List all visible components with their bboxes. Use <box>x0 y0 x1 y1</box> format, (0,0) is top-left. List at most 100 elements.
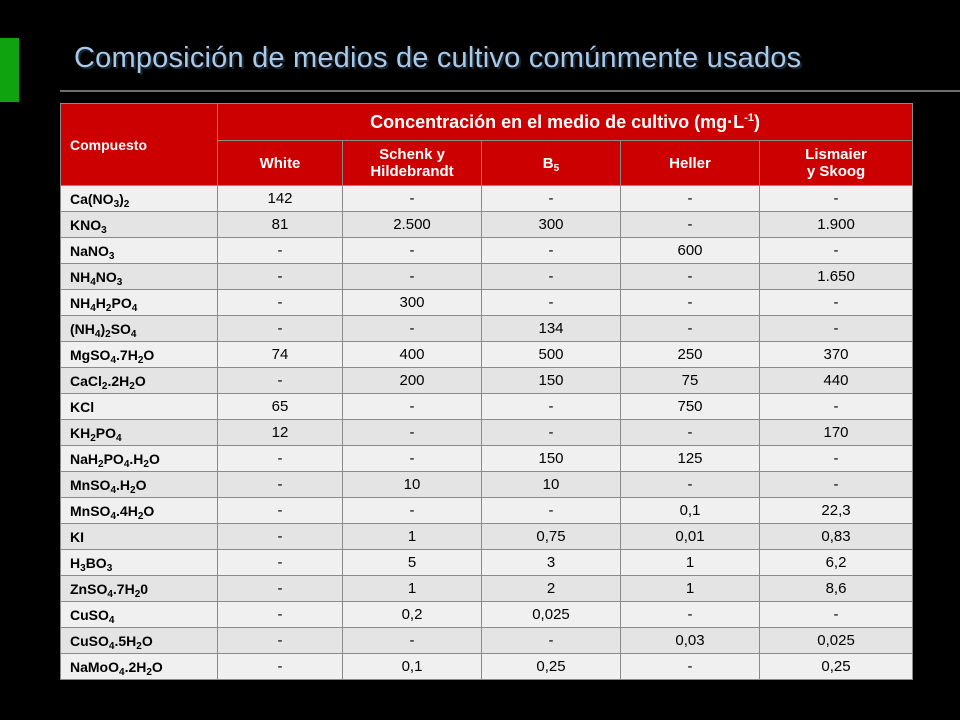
compound-cell: CuSO4.5H2O <box>60 627 218 654</box>
compound-cell: (NH4)2SO4 <box>60 315 218 342</box>
value-cell: 2.500 <box>342 211 482 238</box>
slide-title: Composición de medios de cultivo comúnme… <box>74 42 802 74</box>
column-header-b5: B5 <box>481 140 621 186</box>
value-cell: - <box>217 575 343 602</box>
compound-header: Compuesto <box>60 103 218 186</box>
table-row: CuSO4-0,2 0,025- - <box>60 601 914 628</box>
value-cell: 65 <box>217 393 343 420</box>
value-cell: - <box>758 471 914 498</box>
table-row: MgSO4.7H2O 74 400 500 250 370 <box>60 341 914 368</box>
compound-cell: NH4H2PO4 <box>60 289 218 316</box>
value-cell: 10 <box>342 471 482 498</box>
value-cell: - <box>481 185 621 212</box>
table-row: MnSO4.4H2O - - -0,1 22,3 <box>60 497 914 524</box>
value-cell: - <box>620 185 760 212</box>
compound-cell: CuSO4 <box>60 601 218 628</box>
value-cell: 3 <box>481 549 621 576</box>
compound-cell: KCl <box>60 393 218 420</box>
value-cell: 0,75 <box>481 523 621 550</box>
table-row: NaMoO4.2H2O -0,1 0,25-0,25 <box>60 653 914 680</box>
table-row: NaH2PO4.H2O - -150 125- <box>60 445 914 472</box>
value-cell: 0,25 <box>758 653 914 680</box>
value-cell: 200 <box>342 367 482 394</box>
value-cell: - <box>481 289 621 316</box>
value-cell: 5 <box>342 549 482 576</box>
compound-cell: NaNO3 <box>60 237 218 264</box>
value-cell: - <box>342 627 482 654</box>
value-cell: - <box>758 445 914 472</box>
value-cell: 1.650 <box>758 263 914 290</box>
value-cell: - <box>620 289 760 316</box>
value-cell: 750 <box>620 393 760 420</box>
compound-cell: KNO3 <box>60 211 218 238</box>
table-row: ZnSO4.7H20-1 2 1 8,6 <box>60 575 914 602</box>
value-cell: 0,03 <box>620 627 760 654</box>
value-cell: - <box>758 289 914 316</box>
value-cell: 150 <box>481 367 621 394</box>
value-cell: - <box>217 471 343 498</box>
value-cell: 370 <box>758 341 914 368</box>
table-body: Ca(NO3)2 142- - - - KNO3 81 2.500 300-1.900 NaNO3… <box>60 185 914 680</box>
value-cell: 150 <box>481 445 621 472</box>
compound-cell: NaMoO4.2H2O <box>60 653 218 680</box>
value-cell: 0,1 <box>342 653 482 680</box>
value-cell: 1.900 <box>758 211 914 238</box>
compound-cell: CaCl2.2H2O <box>60 367 218 394</box>
table-row: H3BO3-5 3 1 6,2 <box>60 549 914 576</box>
value-cell: 170 <box>758 419 914 446</box>
value-cell: 600 <box>620 237 760 264</box>
compound-cell: NaH2PO4.H2O <box>60 445 218 472</box>
value-cell: - <box>217 549 343 576</box>
compound-cell: MgSO4.7H2O <box>60 341 218 368</box>
value-cell: 0,1 <box>620 497 760 524</box>
value-cell: - <box>481 419 621 446</box>
value-cell: 6,2 <box>758 549 914 576</box>
value-cell: - <box>342 185 482 212</box>
value-cell: 1 <box>620 575 760 602</box>
value-cell: 0,25 <box>481 653 621 680</box>
table-row: KCl 65- -750- <box>60 393 914 420</box>
value-cell: - <box>217 523 343 550</box>
table-row: KH2PO4 12- - -170 <box>60 419 914 446</box>
value-cell: - <box>342 263 482 290</box>
value-cell: 0,2 <box>342 601 482 628</box>
value-cell: - <box>758 237 914 264</box>
value-cell: 81 <box>217 211 343 238</box>
value-cell: - <box>217 263 343 290</box>
table-row: KI -1 0,75 0,01 0,83 <box>60 523 914 550</box>
table-row: (NH4)2SO4- -134- - <box>60 315 914 342</box>
value-cell: - <box>217 627 343 654</box>
value-cell: - <box>481 627 621 654</box>
value-cell: 400 <box>342 341 482 368</box>
compound-cell: KI <box>60 523 218 550</box>
table-row: NaNO3- - -600- <box>60 237 914 264</box>
value-cell: - <box>620 471 760 498</box>
compound-cell: MnSO4.4H2O <box>60 497 218 524</box>
value-cell: - <box>342 237 482 264</box>
value-cell: - <box>620 263 760 290</box>
column-header-schenk-hildebrandt: Schenk y Hildebrandt <box>342 140 482 186</box>
value-cell: 500 <box>481 341 621 368</box>
title-divider <box>60 90 960 92</box>
value-cell: - <box>217 601 343 628</box>
value-cell: - <box>481 237 621 264</box>
value-cell: 300 <box>481 211 621 238</box>
value-cell: - <box>217 497 343 524</box>
table-row: CaCl2.2H2O -200 150 75 440 <box>60 367 914 394</box>
value-cell: 12 <box>217 419 343 446</box>
value-cell: 142 <box>217 185 343 212</box>
value-cell: 300 <box>342 289 482 316</box>
table-row: KNO3 81 2.500 300-1.900 <box>60 211 914 238</box>
table-row: Ca(NO3)2 142- - - - <box>60 185 914 212</box>
value-cell: - <box>620 653 760 680</box>
compound-cell: Ca(NO3)2 <box>60 185 218 212</box>
value-cell: - <box>620 601 760 628</box>
value-cell: - <box>217 237 343 264</box>
value-cell: - <box>342 315 482 342</box>
table-row: NH4NO3- - - -1.650 <box>60 263 914 290</box>
value-cell: - <box>481 263 621 290</box>
value-cell: 0,83 <box>758 523 914 550</box>
value-cell: 125 <box>620 445 760 472</box>
column-header-heller: Heller <box>620 140 760 186</box>
value-cell: - <box>217 653 343 680</box>
